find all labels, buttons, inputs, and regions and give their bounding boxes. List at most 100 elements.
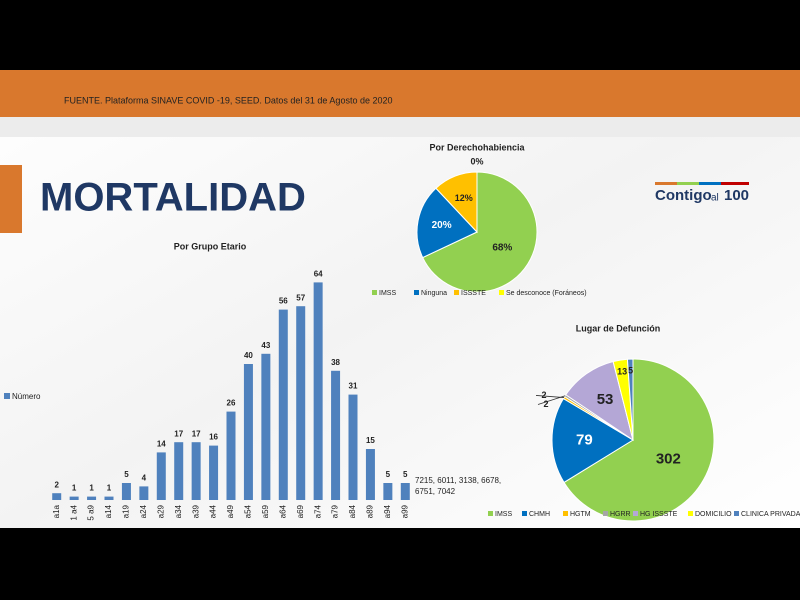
source-note: FUENTE. Plataforma SINAVE COVID -19, SEE… (64, 95, 393, 105)
legend-swatch (499, 290, 504, 295)
bar (400, 483, 410, 500)
data-label: 53 (597, 391, 614, 408)
x-tick-label: a49 (226, 504, 235, 518)
legend-label: IMSS (379, 290, 396, 297)
data-label: 13 (617, 366, 627, 376)
x-tick-label: a69 (296, 504, 305, 518)
x-tick-label: a24 (139, 504, 148, 518)
slide-title: MORTALIDAD (40, 176, 306, 220)
bar (348, 394, 358, 500)
x-tick-label: a64 (278, 504, 287, 518)
x-tick-label: a94 (383, 504, 392, 518)
legend-label: Ninguna (421, 290, 447, 297)
data-label: 43 (261, 341, 270, 350)
legend-swatch (372, 290, 377, 295)
logo-bar (721, 182, 749, 185)
x-tick-label: a99 (400, 504, 409, 518)
legend-label: CLINICA PRIVADA (741, 511, 800, 518)
bar (383, 483, 393, 500)
data-label: 17 (174, 429, 183, 438)
header-band (0, 70, 800, 117)
legend-label: IMSS (495, 511, 512, 518)
data-label: 56 (279, 297, 288, 306)
x-tick-label: 1 a4 (69, 504, 78, 520)
x-tick-label: a29 (156, 504, 165, 518)
legend-label: HGRR (610, 511, 631, 518)
leader-line (537, 395, 566, 405)
legend-label: CHMH (529, 511, 550, 518)
data-label: 2 (541, 390, 546, 400)
x-tick-label: a59 (261, 504, 270, 518)
data-label: 79 (576, 431, 593, 448)
bar (296, 306, 306, 500)
bar (243, 364, 253, 500)
data-label: 1 (89, 484, 94, 493)
title-accent (0, 165, 22, 233)
x-tick-label: a74 (313, 504, 322, 518)
data-label: 16 (209, 433, 218, 442)
x-tick-label: a39 (191, 504, 200, 518)
bar (331, 370, 341, 500)
chart-title: Por Grupo Etario (174, 241, 247, 251)
legend-swatch (563, 511, 568, 516)
data-label: 1 (72, 484, 77, 493)
data-label: 20% (432, 220, 452, 231)
data-label: 40 (244, 351, 253, 360)
annotation: 7215, 6011, 3138, 6678, (415, 476, 501, 485)
header-shadow (0, 117, 800, 137)
data-label: 5 (403, 470, 408, 479)
logo-bar (677, 182, 699, 185)
x-tick-label: a79 (331, 504, 340, 518)
x-tick-label: a89 (366, 504, 375, 518)
data-label: 5 (124, 470, 129, 479)
data-label: 1 (107, 484, 112, 493)
chart-title: Lugar de Defunción (576, 323, 661, 333)
legend-swatch (414, 290, 419, 295)
data-label: 12% (455, 193, 473, 203)
bar (87, 496, 97, 500)
bar (191, 442, 201, 500)
data-label: 302 (656, 451, 681, 468)
x-tick-label: a84 (348, 504, 357, 518)
pie-slice (422, 171, 538, 293)
x-tick-label: a19 (122, 504, 131, 518)
bar (156, 452, 166, 500)
pie-slice (416, 187, 478, 259)
bar (174, 442, 184, 500)
legend-swatch (522, 511, 527, 516)
data-label: 17 (192, 429, 201, 438)
data-label: 57 (296, 293, 305, 302)
data-label: 15 (366, 436, 375, 445)
legend-label: HG ISSSTE (640, 511, 678, 518)
bar (261, 353, 271, 500)
x-tick-label: a14 (104, 504, 113, 518)
data-label: 4 (142, 474, 147, 483)
x-tick-label: a44 (209, 504, 218, 518)
bar (69, 496, 79, 500)
legend-label: DOMICILIO (695, 511, 732, 518)
data-label: 0% (470, 156, 483, 166)
pie-slice (551, 397, 634, 484)
bar (139, 486, 149, 500)
logo-bar (655, 182, 677, 185)
data-label: 2 (54, 480, 59, 489)
data-label: 2 (543, 399, 548, 409)
legend-label: Número (12, 392, 41, 401)
bar (52, 493, 62, 500)
legend-label: HGTM (570, 511, 591, 518)
data-label: 14 (157, 440, 166, 449)
logo-text: Contigo (655, 187, 712, 204)
legend-swatch (734, 511, 739, 516)
data-label: 5 (628, 366, 633, 376)
legend-label: ISSSTE (461, 290, 486, 297)
data-label: 38 (331, 358, 340, 367)
x-tick-label: a1a (52, 504, 61, 518)
x-tick-label: a54 (244, 504, 253, 518)
annotation: 6751, 7042 (415, 487, 456, 496)
x-tick-label: a34 (174, 504, 183, 518)
bar (365, 449, 375, 500)
data-label: 5 (386, 470, 391, 479)
legend-label: Se desconoce (Foráneos) (506, 290, 587, 297)
bar (104, 496, 114, 500)
